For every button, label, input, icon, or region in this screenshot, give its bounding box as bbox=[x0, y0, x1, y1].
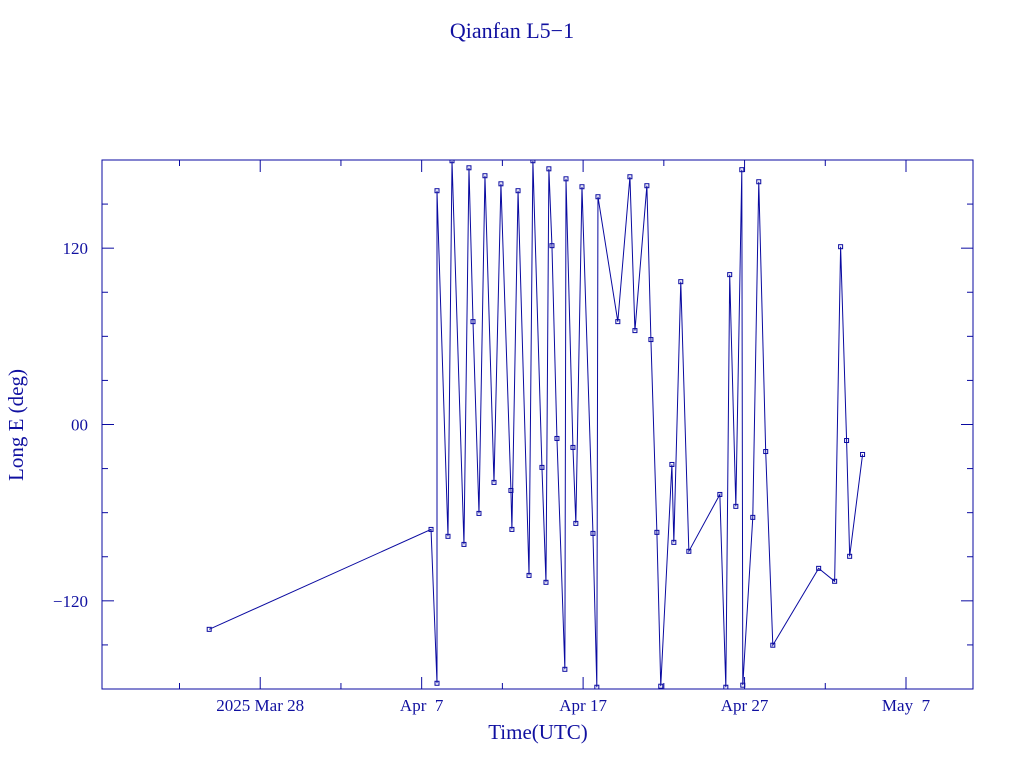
data-point bbox=[530, 160, 536, 164]
data-point bbox=[615, 319, 621, 325]
data-point bbox=[648, 337, 654, 343]
plot-frame bbox=[101, 159, 974, 690]
data-point bbox=[562, 666, 568, 672]
data-point bbox=[466, 165, 472, 171]
data-point bbox=[750, 514, 756, 520]
y-tick-label: 120 bbox=[63, 239, 89, 258]
x-tick-label: May 7 bbox=[882, 696, 931, 715]
data-point bbox=[816, 565, 822, 571]
data-point bbox=[491, 479, 497, 485]
data-point bbox=[860, 451, 866, 457]
data-point bbox=[590, 530, 596, 536]
data-point bbox=[498, 181, 504, 187]
data-point bbox=[838, 244, 844, 250]
data-point bbox=[686, 548, 692, 554]
data-point bbox=[756, 179, 762, 185]
data-point bbox=[434, 188, 440, 194]
data-point bbox=[632, 328, 638, 334]
data-point bbox=[847, 553, 853, 559]
chart-title: Qianfan L5−1 bbox=[450, 18, 574, 43]
data-point bbox=[563, 176, 569, 182]
data-point bbox=[434, 680, 440, 686]
data-point bbox=[594, 684, 600, 689]
x-axis-label: Time(UTC) bbox=[488, 720, 588, 744]
data-point bbox=[644, 183, 650, 189]
x-tick-label: Apr 27 bbox=[721, 696, 769, 715]
data-point bbox=[461, 541, 467, 547]
data-point bbox=[727, 272, 733, 278]
data-point bbox=[832, 578, 838, 584]
data-point bbox=[579, 184, 585, 190]
data-point bbox=[554, 435, 560, 441]
data-point bbox=[595, 194, 601, 200]
data-point bbox=[543, 579, 549, 585]
data-point bbox=[671, 539, 677, 545]
data-point bbox=[669, 461, 675, 467]
x-tick-label: Apr 7 bbox=[400, 696, 444, 715]
x-tick-label: Apr 17 bbox=[559, 696, 607, 715]
data-line bbox=[208, 160, 864, 688]
data-point bbox=[515, 188, 521, 194]
data-point bbox=[627, 174, 633, 180]
data-point bbox=[449, 160, 455, 164]
data-point bbox=[526, 572, 532, 578]
y-tick-label: −120 bbox=[53, 592, 88, 611]
data-point bbox=[539, 464, 545, 470]
data-point bbox=[658, 683, 664, 689]
x-tick-label: 2025 Mar 28 bbox=[216, 696, 304, 715]
data-point bbox=[739, 167, 745, 173]
data-point bbox=[654, 529, 660, 535]
data-point bbox=[733, 503, 739, 509]
data-point bbox=[570, 444, 576, 450]
data-point bbox=[509, 526, 515, 532]
y-tick-label: 00 bbox=[71, 416, 88, 435]
data-point bbox=[717, 491, 723, 497]
data-point bbox=[206, 626, 212, 632]
data-point bbox=[470, 319, 476, 325]
data-point bbox=[476, 510, 482, 516]
data-point bbox=[546, 166, 552, 172]
y-axis-label: Long E (deg) bbox=[4, 369, 28, 481]
data-point bbox=[573, 520, 579, 526]
data-point bbox=[482, 173, 488, 179]
data-point bbox=[740, 682, 746, 688]
data-point bbox=[770, 642, 776, 648]
data-point bbox=[428, 526, 434, 532]
data-point bbox=[678, 279, 684, 285]
plot-area bbox=[206, 160, 866, 689]
data-point bbox=[763, 449, 769, 455]
data-point bbox=[549, 243, 555, 249]
data-point bbox=[445, 533, 451, 539]
data-point bbox=[844, 438, 850, 444]
data-point bbox=[723, 684, 729, 689]
data-point bbox=[508, 487, 514, 493]
